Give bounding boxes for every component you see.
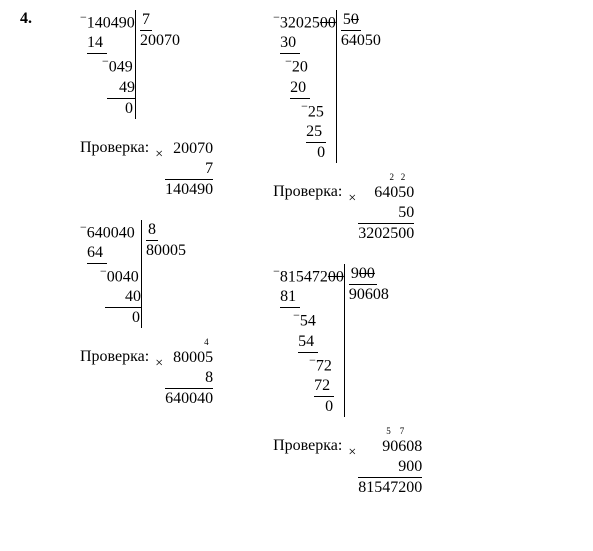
p3-divisor: 8	[146, 220, 158, 241]
p3-step1: 64	[87, 243, 107, 264]
problem-4-check: Проверка: × 5 7 90608 900 81547200	[273, 437, 422, 498]
p3-check-bottom: 8	[205, 369, 213, 386]
check-label: Проверка:	[273, 437, 348, 455]
p4-check-result: 81547200	[358, 479, 422, 496]
p1-step1: 14	[87, 33, 107, 54]
p4-step4: 72	[316, 357, 332, 374]
p2-check-top: 64050	[374, 184, 414, 201]
times-icon: ×	[348, 437, 358, 461]
minus-icon: −	[285, 54, 292, 68]
p2-step6: 0	[317, 144, 325, 161]
p4-step2: 54	[300, 313, 316, 330]
p2-step5: 25	[306, 122, 326, 143]
check-label: Проверка:	[80, 139, 155, 157]
p1-check-result: 140490	[165, 181, 213, 198]
problem-1-check: Проверка: × 20070 7 140490	[80, 139, 213, 200]
p3-step3: 40	[105, 287, 141, 308]
problem-number: 4.	[20, 10, 40, 512]
minus-icon: −	[293, 308, 300, 322]
p2-step2: 20	[292, 59, 308, 76]
p2-step4: 25	[308, 103, 324, 120]
problem-2-check: Проверка: × 2 2 64050 50 3202500	[273, 183, 422, 244]
p4-check-top: 90608	[382, 438, 422, 455]
p1-dividend: 140490	[87, 14, 135, 31]
p2-check-bottom: 50	[398, 204, 414, 221]
p2-step3: 20	[290, 78, 310, 99]
p3-check-result: 640040	[165, 390, 213, 407]
problem-3-check: Проверка: × 4 80005 8 640040	[80, 348, 213, 409]
p3-step4: 0	[132, 309, 140, 326]
p2-check-result: 3202500	[358, 225, 414, 242]
p2-quotient: 64050	[341, 32, 381, 49]
minus-icon: −	[301, 99, 308, 113]
problem-2-division: −3202500 30 −20 20 −25 25 0 50 64050	[273, 10, 422, 163]
p4-check-bottom: 900	[398, 458, 422, 475]
p1-step4: 0	[125, 100, 133, 117]
minus-icon: −	[100, 264, 107, 278]
p2-divisor: 50	[341, 10, 361, 31]
p4-quotient: 90608	[349, 286, 389, 303]
p3-carries: 4	[165, 337, 213, 348]
p4-dividend: 81547200	[280, 268, 344, 285]
p2-dividend: 3202500	[280, 14, 336, 31]
minus-icon: −	[309, 353, 316, 367]
p4-divisor: 900	[349, 264, 377, 285]
p3-check-top: 80005	[173, 349, 213, 366]
p3-dividend: 640040	[87, 224, 135, 241]
p3-quotient: 80005	[146, 242, 186, 259]
minus-icon: −	[273, 264, 280, 278]
problem-3-division: −640040 64 −0040 40 0 8 80005	[80, 220, 213, 329]
minus-icon: −	[80, 220, 87, 234]
p1-quotient: 20070	[140, 32, 180, 49]
times-icon: ×	[155, 348, 165, 372]
p1-step3: 49	[107, 78, 135, 99]
p4-step3: 54	[298, 332, 318, 353]
minus-icon: −	[80, 10, 87, 24]
times-icon: ×	[155, 139, 165, 163]
problem-4-division: −81547200 81 −54 54 −72 72 0 900 90608	[273, 264, 422, 417]
problem-1-division: −140490 14 −049 49 0 7 20070	[80, 10, 213, 119]
p4-step5: 72	[314, 376, 334, 397]
minus-icon: −	[273, 10, 280, 24]
p2-step1: 30	[280, 33, 300, 54]
p1-check-top: 20070	[173, 140, 213, 157]
minus-icon: −	[102, 54, 109, 68]
times-icon: ×	[348, 183, 358, 207]
p2-carries: 2 2	[358, 172, 414, 183]
p4-step6: 0	[325, 398, 333, 415]
check-label: Проверка:	[80, 348, 155, 366]
p1-step2: 049	[109, 59, 133, 76]
p4-step1: 81	[280, 287, 300, 308]
p4-carries: 5 7	[358, 426, 422, 437]
p3-step2: 0040	[107, 268, 139, 285]
p1-check-bottom: 7	[205, 160, 213, 177]
left-column: −140490 14 −049 49 0 7 20070 Проверка: ×	[80, 10, 213, 512]
check-label: Проверка:	[273, 183, 348, 201]
right-column: −3202500 30 −20 20 −25 25 0 50 64050 Про	[273, 10, 422, 512]
p1-divisor: 7	[140, 10, 152, 31]
